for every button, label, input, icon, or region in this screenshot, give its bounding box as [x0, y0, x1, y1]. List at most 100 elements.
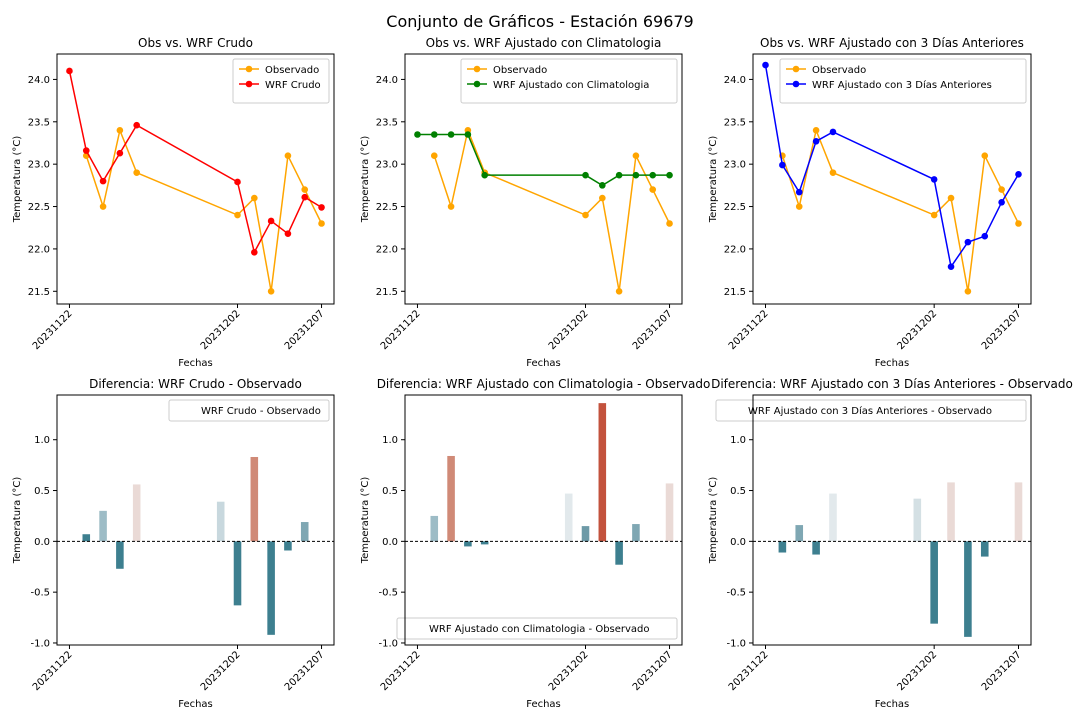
legend-marker: [792, 65, 800, 73]
x-tick-label: 20231207: [980, 649, 1024, 693]
data-point: [964, 238, 972, 246]
x-axis-label: Fechas: [526, 358, 561, 369]
y-tick-label: 22.5: [724, 202, 746, 213]
data-point: [267, 217, 275, 225]
data-point: [481, 171, 488, 179]
y-tick-label: 23.0: [376, 160, 398, 171]
y-tick-label: 23.0: [724, 160, 746, 171]
y-tick-label: 24.0: [28, 75, 50, 86]
data-point: [284, 152, 292, 159]
bar: [947, 482, 955, 542]
data-point: [82, 147, 90, 154]
data-point: [430, 152, 438, 159]
data-point: [762, 61, 769, 69]
legend-marker: [245, 80, 253, 88]
data-point: [447, 203, 455, 210]
plot-frame: [752, 53, 1032, 305]
data-point: [99, 177, 107, 185]
y-tick-label: -1.0: [30, 638, 50, 649]
bar: [116, 541, 124, 569]
y-tick-label: 22.5: [28, 202, 50, 213]
data-point: [66, 67, 73, 75]
bar: [615, 541, 623, 565]
legend-label: WRF Ajustado con 3 Días Anteriores: [812, 79, 992, 91]
x-tick-label: 20231202: [547, 308, 591, 352]
data-point: [930, 176, 938, 183]
data-point: [464, 131, 472, 138]
y-tick-label: -0.5: [726, 588, 746, 599]
bar: [480, 541, 489, 545]
chart-panel-6: Diferencia: WRF Ajustado con 3 Días Ante…: [708, 377, 1073, 710]
data-point: [812, 126, 820, 134]
y-tick-label: 23.0: [28, 160, 50, 171]
data-point: [779, 161, 786, 169]
data-point: [964, 287, 972, 295]
x-axis-label: Fechas: [178, 358, 213, 369]
data-point: [251, 249, 258, 256]
legend-label: Observado: [493, 65, 547, 76]
subplot-title: Diferencia: WRF Crudo - Observado: [89, 377, 302, 391]
data-point: [599, 182, 606, 189]
bar: [632, 524, 640, 542]
bar: [233, 541, 242, 606]
data-point: [414, 131, 421, 138]
y-tick-label: 1.0: [34, 435, 50, 446]
data-point: [947, 263, 955, 271]
legend: [779, 58, 1027, 104]
x-axis-label: Fechas: [875, 358, 910, 369]
data-point: [795, 188, 803, 196]
legend-marker: [473, 65, 481, 73]
data-point: [829, 169, 837, 176]
data-point: [666, 220, 673, 227]
bar: [795, 525, 804, 542]
bar: [82, 534, 91, 542]
data-point: [284, 230, 292, 237]
data-point: [267, 287, 275, 295]
legend: [168, 399, 330, 422]
data-point: [99, 203, 107, 210]
y-axis-label: Temperatura (°C): [708, 136, 719, 224]
bar: [598, 403, 607, 542]
x-tick-label: 20231122: [31, 308, 75, 352]
data-point: [599, 194, 606, 202]
bar: [250, 456, 259, 542]
legend-label: WRF Crudo - Observado: [201, 406, 321, 417]
x-tick-label: 20231122: [379, 308, 423, 352]
data-point: [615, 287, 623, 295]
legend-label: Observado: [812, 65, 866, 76]
data-point: [133, 121, 140, 129]
y-tick-label: 22.0: [376, 244, 398, 255]
y-axis-label: Temperatura (°C): [708, 477, 719, 565]
y-tick-label: 23.5: [376, 117, 398, 128]
x-tick-label: 20231207: [980, 308, 1024, 352]
y-tick-label: 24.0: [724, 75, 746, 86]
chart-panel-5: Diferencia: WRF Ajustado con Climatologi…: [360, 377, 710, 710]
y-tick-label: 22.0: [724, 244, 746, 255]
data-point: [649, 186, 657, 193]
x-tick-label: 20231207: [283, 649, 327, 693]
plot-frame: [56, 394, 335, 646]
data-point: [632, 152, 640, 159]
y-tick-label: 24.0: [376, 75, 398, 86]
figure-title: Conjunto de Gráficos - Estación 69679: [386, 12, 693, 31]
plot-frame: [404, 53, 683, 305]
y-tick-label: 22.5: [376, 202, 398, 213]
y-tick-label: 0.0: [34, 537, 50, 548]
y-tick-label: 22.0: [28, 244, 50, 255]
y-tick-label: -0.5: [378, 588, 398, 599]
data-point: [582, 171, 589, 179]
legend: [232, 58, 330, 104]
bar: [216, 501, 225, 542]
legend-marker: [245, 65, 253, 73]
y-tick-label: 1.0: [382, 435, 398, 446]
data-point: [1015, 171, 1022, 178]
legend: [396, 617, 678, 640]
y-tick-label: 0.5: [382, 486, 398, 497]
data-point: [116, 126, 124, 134]
data-point: [615, 171, 623, 179]
data-point: [116, 149, 124, 157]
data-point: [981, 232, 989, 240]
y-tick-label: -1.0: [378, 638, 398, 649]
x-tick-label: 20231122: [379, 649, 423, 693]
chart-panel-4: Diferencia: WRF Crudo - Observado -1.0 -0.…: [12, 377, 335, 710]
